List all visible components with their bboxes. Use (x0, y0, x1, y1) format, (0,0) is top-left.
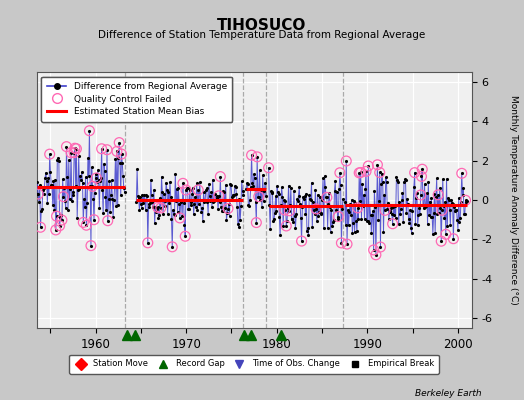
Point (343, 241, 351, 247)
Point (457, 170, 466, 176)
Y-axis label: Monthly Temperature Anomaly Difference (°C): Monthly Temperature Anomaly Difference (… (509, 95, 518, 305)
Point (265, 164, 273, 171)
Point (356, 169, 365, 176)
Point (381, 207, 389, 214)
Point (97, 146, 106, 152)
Point (224, 205, 232, 212)
Point (216, 173, 225, 180)
Point (418, 166, 427, 172)
Point (59, 194, 68, 200)
Point (103, 146, 111, 153)
Point (82, 222, 91, 228)
Point (373, 162, 381, 168)
Point (58, 217, 66, 223)
Point (334, 213, 343, 220)
Point (372, 252, 380, 258)
Legend: Station Move, Record Gap, Time of Obs. Change, Empirical Break: Station Move, Record Gap, Time of Obs. C… (69, 354, 439, 374)
Point (179, 180, 187, 186)
Point (67, 150, 75, 156)
Point (376, 244, 385, 250)
Point (176, 215, 184, 221)
Point (46, 151, 54, 157)
Point (285, 208, 293, 214)
Point (438, 207, 446, 214)
Point (215, 192, 223, 199)
Legend: Difference from Regional Average, Quality Control Failed, Estimated Station Mean: Difference from Regional Average, Qualit… (41, 76, 232, 122)
Point (442, 231, 450, 238)
Point (417, 192, 425, 198)
Point (298, 238, 306, 244)
Point (449, 236, 457, 242)
Point (252, 219, 260, 226)
Point (255, 194, 263, 200)
Point (36, 224, 45, 230)
Point (253, 154, 261, 160)
Point (323, 194, 331, 200)
Point (437, 238, 445, 244)
Point (376, 169, 384, 176)
Point (92, 175, 101, 181)
Point (85, 128, 94, 134)
Point (113, 148, 121, 154)
Point (117, 151, 126, 157)
Point (182, 187, 190, 193)
Point (388, 220, 397, 227)
Point (104, 218, 112, 224)
Point (52, 213, 61, 219)
Point (51, 227, 60, 233)
Point (79, 219, 88, 226)
Point (282, 223, 290, 229)
Point (280, 207, 289, 213)
Point (337, 240, 346, 246)
Point (90, 216, 98, 223)
Point (144, 240, 152, 246)
Point (115, 139, 124, 146)
Point (342, 158, 351, 164)
Point (461, 197, 470, 204)
Point (364, 163, 373, 169)
Point (72, 146, 81, 152)
Point (312, 206, 320, 212)
Point (194, 187, 202, 193)
Point (70, 150, 78, 156)
Point (87, 242, 95, 249)
Point (56, 222, 64, 229)
Point (34, 191, 42, 197)
Point (88, 183, 96, 190)
Point (355, 170, 363, 176)
Text: TIHOSUCO: TIHOSUCO (217, 18, 307, 33)
Point (362, 168, 370, 174)
Point (336, 170, 344, 176)
Text: Difference of Station Temperature Data from Regional Average: Difference of Station Temperature Data f… (99, 30, 425, 40)
Point (62, 144, 71, 150)
Point (247, 152, 256, 158)
Point (157, 205, 165, 211)
Point (181, 233, 189, 240)
Point (354, 205, 362, 211)
Point (417, 173, 425, 180)
Text: Berkeley Earth: Berkeley Earth (416, 389, 482, 398)
Point (168, 244, 177, 250)
Point (434, 192, 442, 198)
Point (410, 170, 419, 176)
Point (369, 247, 378, 253)
Point (71, 145, 79, 152)
Point (154, 204, 162, 211)
